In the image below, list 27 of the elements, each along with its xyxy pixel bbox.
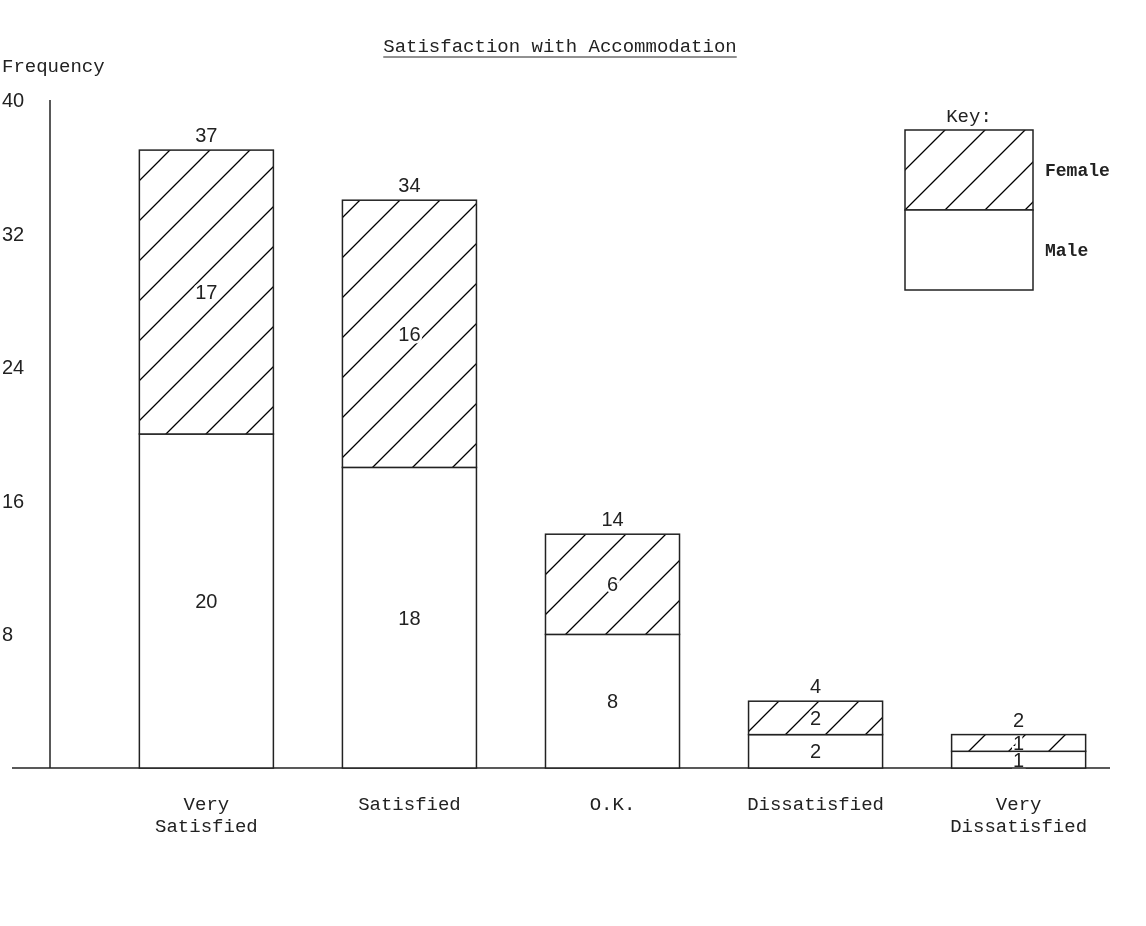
total-label: 4 <box>810 675 822 698</box>
data-label: 17 <box>195 281 218 304</box>
x-tick-label: O.K. <box>589 794 636 816</box>
x-tick-label: Satisfied <box>358 794 461 816</box>
text: Female <box>1045 161 1110 181</box>
data-label: 2 <box>810 740 822 763</box>
chart-title: Satisfaction with Accommodation <box>383 36 737 58</box>
y-tick-label: 8 <box>2 623 14 646</box>
y-tick-label: 16 <box>2 489 25 512</box>
x-tick-label: Dissatisfied <box>747 794 884 816</box>
data-label: 2 <box>810 706 822 729</box>
x-tick-label: Very Satisfied <box>155 794 258 838</box>
total-label: 37 <box>195 124 218 147</box>
total-label: 2 <box>1013 708 1025 731</box>
total-label: 34 <box>398 174 421 197</box>
y-tick-label: 24 <box>2 356 25 379</box>
total-label: 14 <box>601 508 624 531</box>
legend-title: Key: <box>946 106 992 128</box>
data-label: 16 <box>398 322 421 345</box>
data-label: 20 <box>195 590 218 612</box>
data-label: 18 <box>398 606 421 629</box>
x-tick-label: Very Dissatisfied <box>950 794 1088 838</box>
text: Male <box>1045 241 1089 261</box>
y-tick-label: 32 <box>2 222 25 245</box>
data-label: 8 <box>606 690 619 713</box>
y-axis-title: Frequency <box>2 56 105 78</box>
y-tick-label: 40 <box>2 89 25 111</box>
